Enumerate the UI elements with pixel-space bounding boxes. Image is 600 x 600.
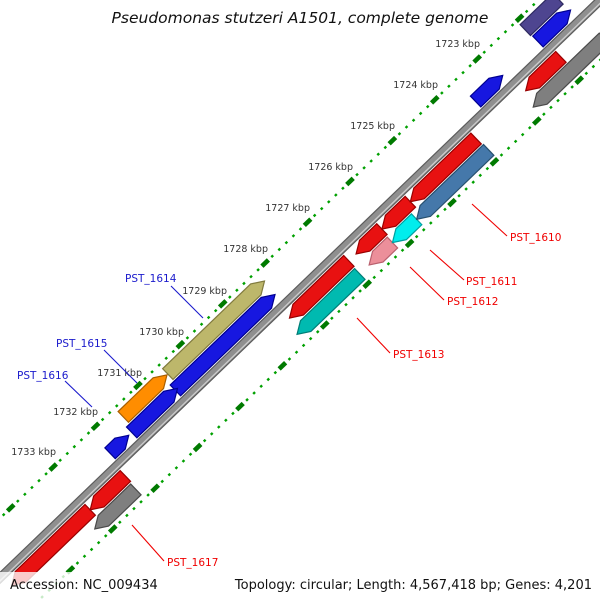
accession-text: Accession: NC_009434 — [10, 578, 158, 593]
gene-label-line — [103, 349, 138, 384]
gene-arrow-pst_1610[interactable] — [411, 143, 495, 225]
gene-label-pst_1612[interactable]: PST_1612 — [447, 296, 498, 308]
gene-arrow-pst_1611[interactable] — [387, 213, 423, 248]
gene-arrow-pst_1613[interactable] — [292, 267, 366, 340]
gene-label-pst_1610[interactable]: PST_1610 — [510, 232, 561, 244]
tick-label: 1724 kbp — [393, 80, 438, 91]
tick-label: 1723 kbp — [435, 39, 480, 50]
gene-arrow-pst_1615[interactable] — [117, 369, 172, 424]
track-labels: 1723 kbp 1724 kbp 1725 kbp 1726 kbp 1727 kbp… — [11, 39, 561, 569]
gene-arrow-pst_1612[interactable] — [364, 236, 399, 270]
gene-label-pst_1613[interactable]: PST_1613 — [393, 349, 444, 361]
gene-arrow-a5[interactable] — [169, 289, 280, 397]
gene-arrow-pst_1617[interactable] — [90, 483, 142, 534]
tick-label: 1728 kbp — [223, 244, 268, 255]
gene-arrow-b12[interactable] — [85, 469, 132, 516]
tick-label: 1730 kbp — [139, 327, 184, 338]
gene-label-pst_1616[interactable]: PST_1616 — [17, 370, 69, 382]
gene-label-pst_1611[interactable]: PST_1611 — [466, 276, 517, 288]
gene-arrow-a1[interactable] — [519, 0, 564, 37]
gene-arrow-pst_1616[interactable] — [104, 430, 134, 460]
page-title: Pseudomonas stutzeri A1501, complete gen… — [111, 9, 489, 27]
gene-arrow-a2[interactable] — [531, 5, 576, 48]
gene-arrow-a3[interactable] — [469, 70, 508, 108]
tick-label: 1725 kbp — [350, 121, 395, 132]
tick-label: 1729 kbp — [182, 286, 227, 297]
gene-label-line — [409, 266, 445, 301]
status-bar: Accession: NC_009434 Topology: circular;… — [0, 572, 600, 600]
gene-label-line — [471, 203, 508, 237]
gene-arrow-b2[interactable] — [520, 50, 567, 96]
gene-arrow-b9[interactable] — [284, 254, 355, 324]
gene-arrow-pst_1614[interactable] — [161, 276, 270, 381]
topology-text: Topology: circular; Length: 4,567,418 bp… — [234, 578, 592, 593]
gene-label-pst_1617[interactable]: PST_1617 — [167, 557, 218, 569]
gene-arrow-b3[interactable] — [351, 222, 388, 260]
tick-label: 1732 kbp — [53, 407, 98, 418]
tick-label: 1727 kbp — [265, 203, 310, 214]
gene-arrow-a7[interactable] — [125, 383, 182, 439]
gene-label-line — [429, 249, 465, 281]
gene-label-pst_1615[interactable]: PST_1615 — [56, 338, 107, 350]
tick-rail-major-dashes — [0, 0, 600, 581]
tick-label: 1731 kbp — [97, 368, 142, 379]
gene-arrow-b1[interactable] — [528, 32, 600, 112]
gene-label-line — [131, 524, 165, 562]
gene-label-pst_1614[interactable]: PST_1614 — [125, 273, 177, 285]
gene-arrow-b5[interactable] — [405, 132, 483, 207]
tick-label: 1726 kbp — [308, 162, 353, 173]
gene-label-line — [356, 317, 391, 354]
tick-label: 1733 kbp — [11, 447, 56, 458]
gene-label-line — [64, 380, 93, 408]
gene-label-line — [170, 285, 204, 319]
gene-arrow-b4[interactable] — [377, 195, 417, 234]
